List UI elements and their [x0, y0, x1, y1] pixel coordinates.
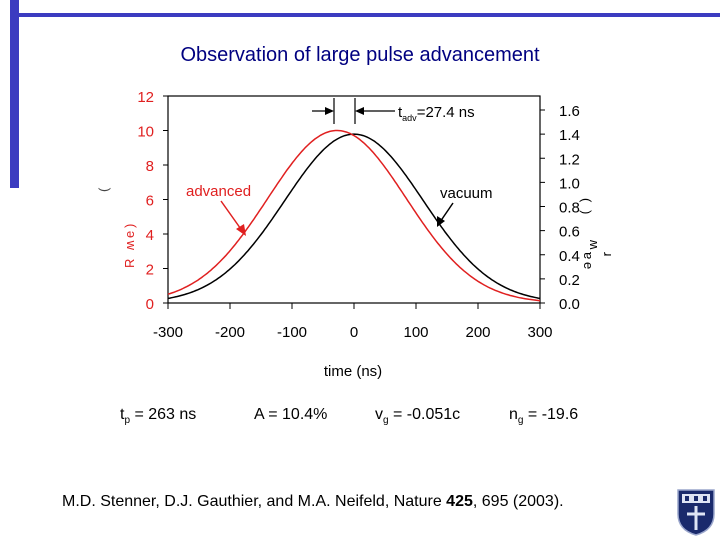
- right-tick-label: 1.0: [559, 175, 580, 192]
- left-tick-label: 10: [137, 124, 154, 141]
- left-tick-label: 4: [146, 227, 154, 244]
- x-tick-label: 0: [350, 324, 358, 341]
- vacuum-label: vacuum: [440, 185, 493, 202]
- left-axis-title-fragments: R ʍ e ) (: [96, 187, 137, 268]
- x-tick-label: 300: [527, 324, 552, 341]
- x-axis-label: time (ns): [324, 363, 382, 380]
- x-tick-label: 200: [465, 324, 490, 341]
- vacuum-series-line: [167, 133, 541, 300]
- vacuum-arrowhead: [437, 216, 445, 227]
- right-tick-label: 0.0: [559, 296, 580, 313]
- svg-text:): ): [579, 210, 594, 214]
- param-a: A = 10.4%: [254, 406, 328, 423]
- param-vg: vg = -0.051c: [375, 406, 461, 427]
- right-tick-label: 0.6: [559, 224, 580, 241]
- svg-text:ʍ: ʍ: [587, 240, 602, 250]
- x-tick-label: 100: [403, 324, 428, 341]
- right-axis-title-fragments: ( ) ʍ ɐ e ɹ: [579, 198, 616, 269]
- slide-title: Observation of large pulse advancement: [180, 44, 540, 66]
- left-tick-label: 0: [146, 296, 154, 313]
- right-tick-label: 0.8: [559, 200, 580, 217]
- param-tp: tp = 263 ns: [120, 406, 197, 427]
- citation: M.D. Stenner, D.J. Gauthier, and M.A. Ne…: [62, 493, 564, 510]
- advanced-arrowhead: [236, 224, 246, 236]
- advanced-series-line: [167, 129, 541, 302]
- vacuum-arrow: [439, 202, 454, 223]
- university-shield-logo: [677, 489, 715, 536]
- left-tick-label: 8: [146, 158, 154, 175]
- x-tick-label: -200: [215, 324, 245, 341]
- svg-text:ʍ: ʍ: [122, 240, 137, 250]
- right-tick-label: 1.6: [559, 103, 580, 120]
- decorative-top-bar: [10, 13, 720, 17]
- param-ng: ng = -19.6: [509, 406, 579, 427]
- svg-text:): ): [122, 224, 137, 228]
- svg-text:e: e: [122, 231, 137, 238]
- right-tick-label: 0.2: [559, 272, 580, 289]
- right-tick-label: 0.4: [559, 248, 580, 265]
- decorative-left-bar: [10, 0, 19, 188]
- tadv-arrowhead-right: [355, 107, 364, 115]
- tadv-arrowhead-left: [325, 107, 334, 115]
- svg-text:e: e: [581, 262, 596, 269]
- advanced-arrow: [220, 200, 244, 233]
- right-tick-label: 1.4: [559, 127, 580, 144]
- x-tick-label: -100: [277, 324, 307, 341]
- x-tick-label: -300: [153, 324, 183, 341]
- svg-text:ɐ: ɐ: [581, 252, 596, 259]
- left-tick-label: 12: [137, 89, 154, 106]
- right-tick-label: 1.2: [559, 151, 580, 168]
- left-tick-label: 2: [146, 262, 154, 279]
- svg-text:(: (: [96, 187, 111, 192]
- svg-text:(: (: [579, 198, 594, 203]
- tadv-label: tadv=27.4 ns: [398, 104, 475, 123]
- svg-text:ɹ: ɹ: [601, 252, 616, 256]
- left-tick-label: 6: [146, 193, 154, 210]
- advanced-label: advanced: [186, 183, 251, 200]
- svg-text:R: R: [122, 259, 137, 268]
